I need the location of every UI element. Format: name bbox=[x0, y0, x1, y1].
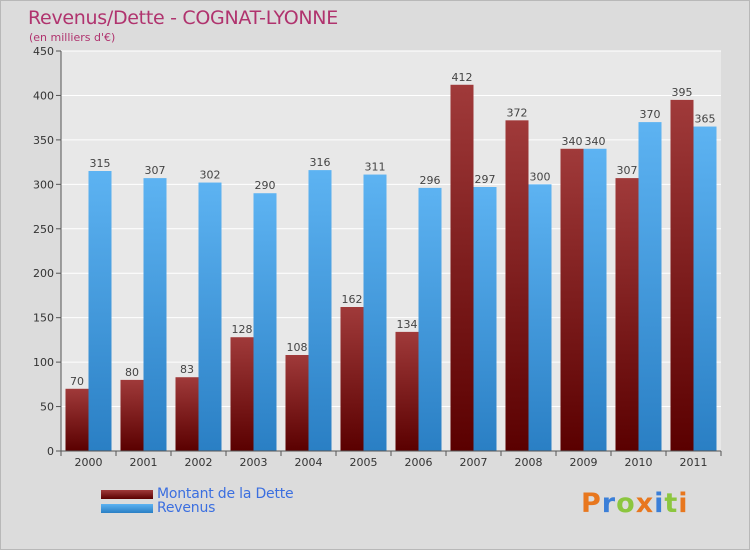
legend-swatch-debt bbox=[101, 489, 153, 499]
logo-letter: i bbox=[654, 488, 665, 519]
y-axis: 0 50 100 150 200 250 300 350 400 450 bbox=[33, 45, 62, 458]
bar-dette-2005 bbox=[340, 307, 364, 451]
x-tick-label-2000: 2000 bbox=[75, 456, 103, 469]
data-label-dette-2010: 307 bbox=[617, 164, 638, 177]
y-tick-label-250: 250 bbox=[33, 223, 54, 236]
data-label-dette-2001: 80 bbox=[125, 366, 139, 379]
y-tick-label-300: 300 bbox=[33, 178, 54, 191]
bar-dette-2006 bbox=[395, 331, 419, 451]
logo-letter: r bbox=[601, 488, 617, 519]
data-label-revenus-2010: 370 bbox=[640, 108, 661, 121]
legend-item-revenus: Revenus bbox=[101, 500, 293, 516]
logo-letter: i bbox=[678, 488, 689, 519]
logo-letter: x bbox=[635, 488, 655, 519]
bar-revenus-2009 bbox=[583, 148, 607, 451]
data-label-revenus-2006: 296 bbox=[420, 174, 441, 187]
legend-label-revenus: Revenus bbox=[157, 500, 216, 516]
data-label-revenus-2005: 311 bbox=[365, 161, 386, 174]
y-tick-label-0: 0 bbox=[47, 445, 54, 458]
plot-area bbox=[61, 51, 721, 451]
bar-dette-2007 bbox=[450, 84, 474, 452]
data-label-dette-2006: 134 bbox=[397, 318, 418, 331]
logo-letter: t bbox=[664, 488, 679, 519]
bar-revenus-2005 bbox=[363, 174, 387, 452]
bar-dette-2008 bbox=[505, 120, 529, 451]
y-tick-label-350: 350 bbox=[33, 134, 54, 147]
legend: Montant de la Dette Revenus bbox=[101, 486, 294, 516]
x-tick-label-2005: 2005 bbox=[350, 456, 378, 469]
chart-subtitle: (en milliers d'€) bbox=[29, 31, 116, 44]
bar-revenus-2001 bbox=[143, 178, 167, 451]
data-label-dette-2005: 162 bbox=[342, 293, 363, 306]
data-labels: 70 315 80 307 83 302 128 290 108 316 162 311 134 296 4… bbox=[70, 71, 716, 388]
data-label-revenus-2002: 302 bbox=[200, 169, 221, 182]
data-label-revenus-2001: 307 bbox=[145, 164, 166, 177]
bar-dette-2010 bbox=[615, 178, 639, 451]
bar-dette-2000 bbox=[65, 388, 89, 451]
x-tick-label-2006: 2006 bbox=[405, 456, 433, 469]
data-label-dette-2011: 395 bbox=[672, 86, 693, 99]
data-label-revenus-2003: 290 bbox=[255, 179, 276, 192]
gridlines bbox=[61, 50, 721, 452]
logo-letter: o bbox=[616, 488, 636, 519]
x-tick-label-2001: 2001 bbox=[130, 456, 158, 469]
data-label-revenus-2007: 297 bbox=[475, 173, 496, 186]
y-tick-label-450: 450 bbox=[33, 45, 54, 58]
y-tick-label-400: 400 bbox=[33, 89, 54, 102]
bar-revenus-2002 bbox=[198, 182, 222, 452]
proxiti-logo: Proxiti bbox=[581, 488, 689, 519]
x-tick-label-2004: 2004 bbox=[295, 456, 323, 469]
data-label-revenus-2000: 315 bbox=[90, 157, 111, 170]
x-tick-label-2007: 2007 bbox=[460, 456, 488, 469]
bar-revenus-2008 bbox=[528, 184, 552, 452]
x-tick-label-2010: 2010 bbox=[625, 456, 653, 469]
bar-dette-2009 bbox=[560, 148, 584, 451]
bar-revenus-2007 bbox=[473, 187, 497, 451]
data-label-revenus-2009: 340 bbox=[585, 135, 606, 148]
legend-item-debt: Montant de la Dette bbox=[101, 486, 294, 502]
data-label-dette-2008: 372 bbox=[507, 106, 528, 119]
data-label-dette-2007: 412 bbox=[452, 71, 473, 84]
bar-revenus-2004 bbox=[308, 170, 332, 451]
x-tick-label-2003: 2003 bbox=[240, 456, 268, 469]
bar-revenus-2003 bbox=[253, 193, 277, 451]
data-label-revenus-2011: 365 bbox=[695, 113, 716, 126]
y-tick-label-200: 200 bbox=[33, 267, 54, 280]
data-label-dette-2000: 70 bbox=[70, 375, 84, 388]
bar-revenus-2011 bbox=[693, 126, 717, 452]
data-label-dette-2003: 128 bbox=[232, 323, 253, 336]
bar-revenus-2006 bbox=[418, 187, 442, 451]
bar-dette-2001 bbox=[120, 379, 144, 451]
x-axis: 2000 2001 2002 2003 2004 2005 2006 2007 2008 2009… bbox=[60, 450, 722, 469]
y-tick-label-150: 150 bbox=[33, 312, 54, 325]
data-label-revenus-2004: 316 bbox=[310, 156, 331, 169]
x-tick-label-2011: 2011 bbox=[680, 456, 708, 469]
bar-dette-2004 bbox=[285, 355, 309, 451]
chart-title: Revenus/Dette - COGNAT-LYONNE bbox=[28, 7, 338, 29]
x-tick-label-2009: 2009 bbox=[570, 456, 598, 469]
bar-dette-2002 bbox=[175, 377, 199, 451]
data-label-dette-2004: 108 bbox=[287, 341, 308, 354]
bar-dette-2003 bbox=[230, 337, 254, 451]
x-tick-label-2008: 2008 bbox=[515, 456, 543, 469]
bar-revenus-2000 bbox=[88, 171, 112, 451]
bars bbox=[65, 84, 717, 452]
y-tick-label-100: 100 bbox=[33, 356, 54, 369]
bar-dette-2011 bbox=[670, 99, 694, 451]
x-tick-label-2002: 2002 bbox=[185, 456, 213, 469]
data-label-dette-2002: 83 bbox=[180, 363, 194, 376]
legend-swatch-revenus bbox=[101, 503, 153, 513]
y-tick-label-50: 50 bbox=[40, 401, 54, 414]
data-label-dette-2009: 340 bbox=[562, 135, 583, 148]
data-label-revenus-2008: 300 bbox=[530, 170, 551, 183]
logo-letter: P bbox=[581, 488, 602, 519]
legend-label-debt: Montant de la Dette bbox=[157, 486, 294, 502]
bar-revenus-2010 bbox=[638, 122, 662, 451]
